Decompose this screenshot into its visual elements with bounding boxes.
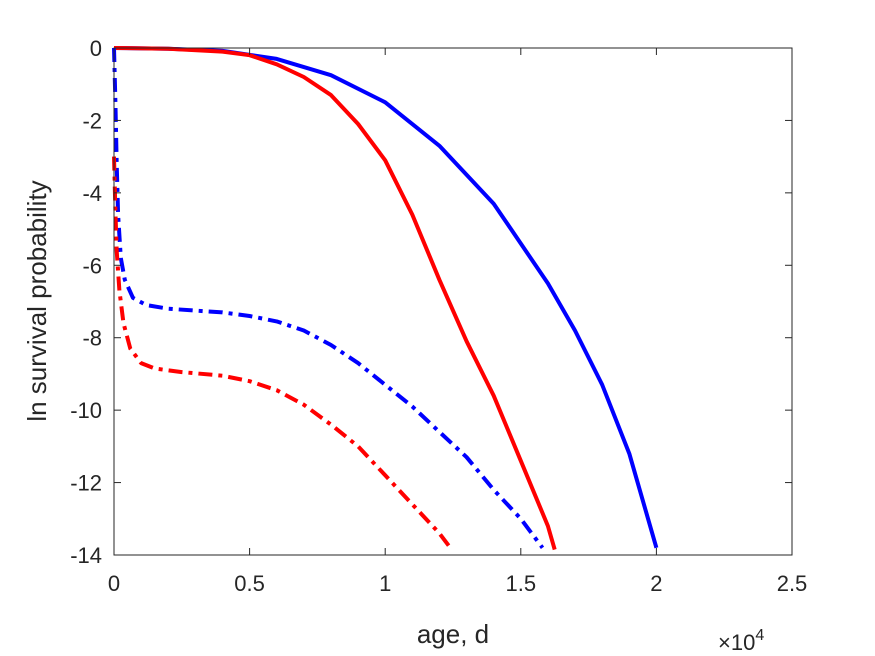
axes-box xyxy=(113,47,793,556)
series-line-3 xyxy=(112,156,452,550)
x-tick-label-1: 0.5 xyxy=(234,571,265,596)
x-tick-label-3: 1.5 xyxy=(506,571,537,596)
y-tick-label-2: -4 xyxy=(82,181,102,206)
y-tick-label-1: -2 xyxy=(82,108,102,133)
y-tick-label-3: -6 xyxy=(82,253,102,278)
y-axis-title: ln survival probability xyxy=(22,180,52,421)
y-tick-label-4: -8 xyxy=(82,326,102,351)
x-axis-multiplier: ×104 xyxy=(718,627,764,655)
x-tick-label-0: 0 xyxy=(108,571,120,596)
series-line-2 xyxy=(112,47,545,549)
y-tick-label-7: -14 xyxy=(70,543,102,568)
x-axis-title: age, d xyxy=(417,619,489,649)
series-line-1 xyxy=(113,46,557,551)
x-tick-label-5: 2.5 xyxy=(777,571,808,596)
x-tick-label-4: 2 xyxy=(650,571,662,596)
x-axis-multiplier-base: ×10 xyxy=(718,630,755,655)
y-tick-label-6: -12 xyxy=(70,471,102,496)
y-tick-label-5: -10 xyxy=(70,398,102,423)
x-axis-multiplier-exponent: 4 xyxy=(755,627,764,644)
x-tick-label-2: 1 xyxy=(379,571,391,596)
y-tick-label-0: 0 xyxy=(90,36,102,61)
